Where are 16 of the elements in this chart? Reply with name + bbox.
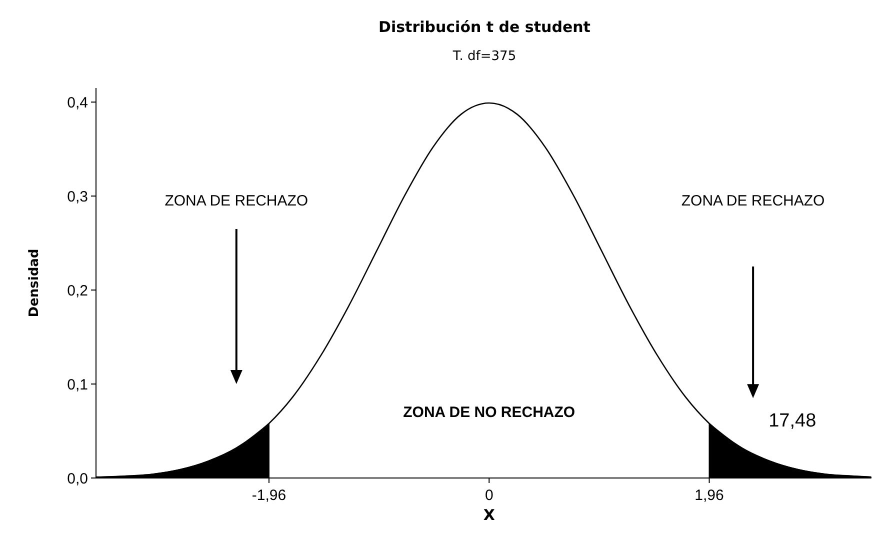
x-axis-title: X bbox=[483, 506, 496, 524]
y-tick-label: 0,1 bbox=[67, 376, 88, 394]
y-tick-label: 0,2 bbox=[67, 282, 88, 300]
x-tick-label: 1,96 bbox=[694, 487, 724, 504]
y-tick-label: 0,4 bbox=[67, 94, 88, 112]
annotation: ZONA DE NO RECHAZO bbox=[403, 404, 576, 421]
annotation: ZONA DE RECHAZO bbox=[164, 192, 308, 210]
y-axis-title: Densidad bbox=[27, 248, 42, 318]
y-tick-label: 0,0 bbox=[67, 470, 88, 488]
y-tick-label: 0,3 bbox=[67, 188, 88, 206]
chart-title: Distribución t de student bbox=[378, 18, 590, 36]
annotation: ZONA DE RECHAZO bbox=[681, 192, 825, 210]
chart-subtitle: T. df=375 bbox=[452, 49, 516, 64]
annotation: 17,48 bbox=[768, 410, 816, 432]
x-tick-label: -1,96 bbox=[252, 487, 286, 504]
x-tick-label: 0 bbox=[484, 487, 494, 504]
